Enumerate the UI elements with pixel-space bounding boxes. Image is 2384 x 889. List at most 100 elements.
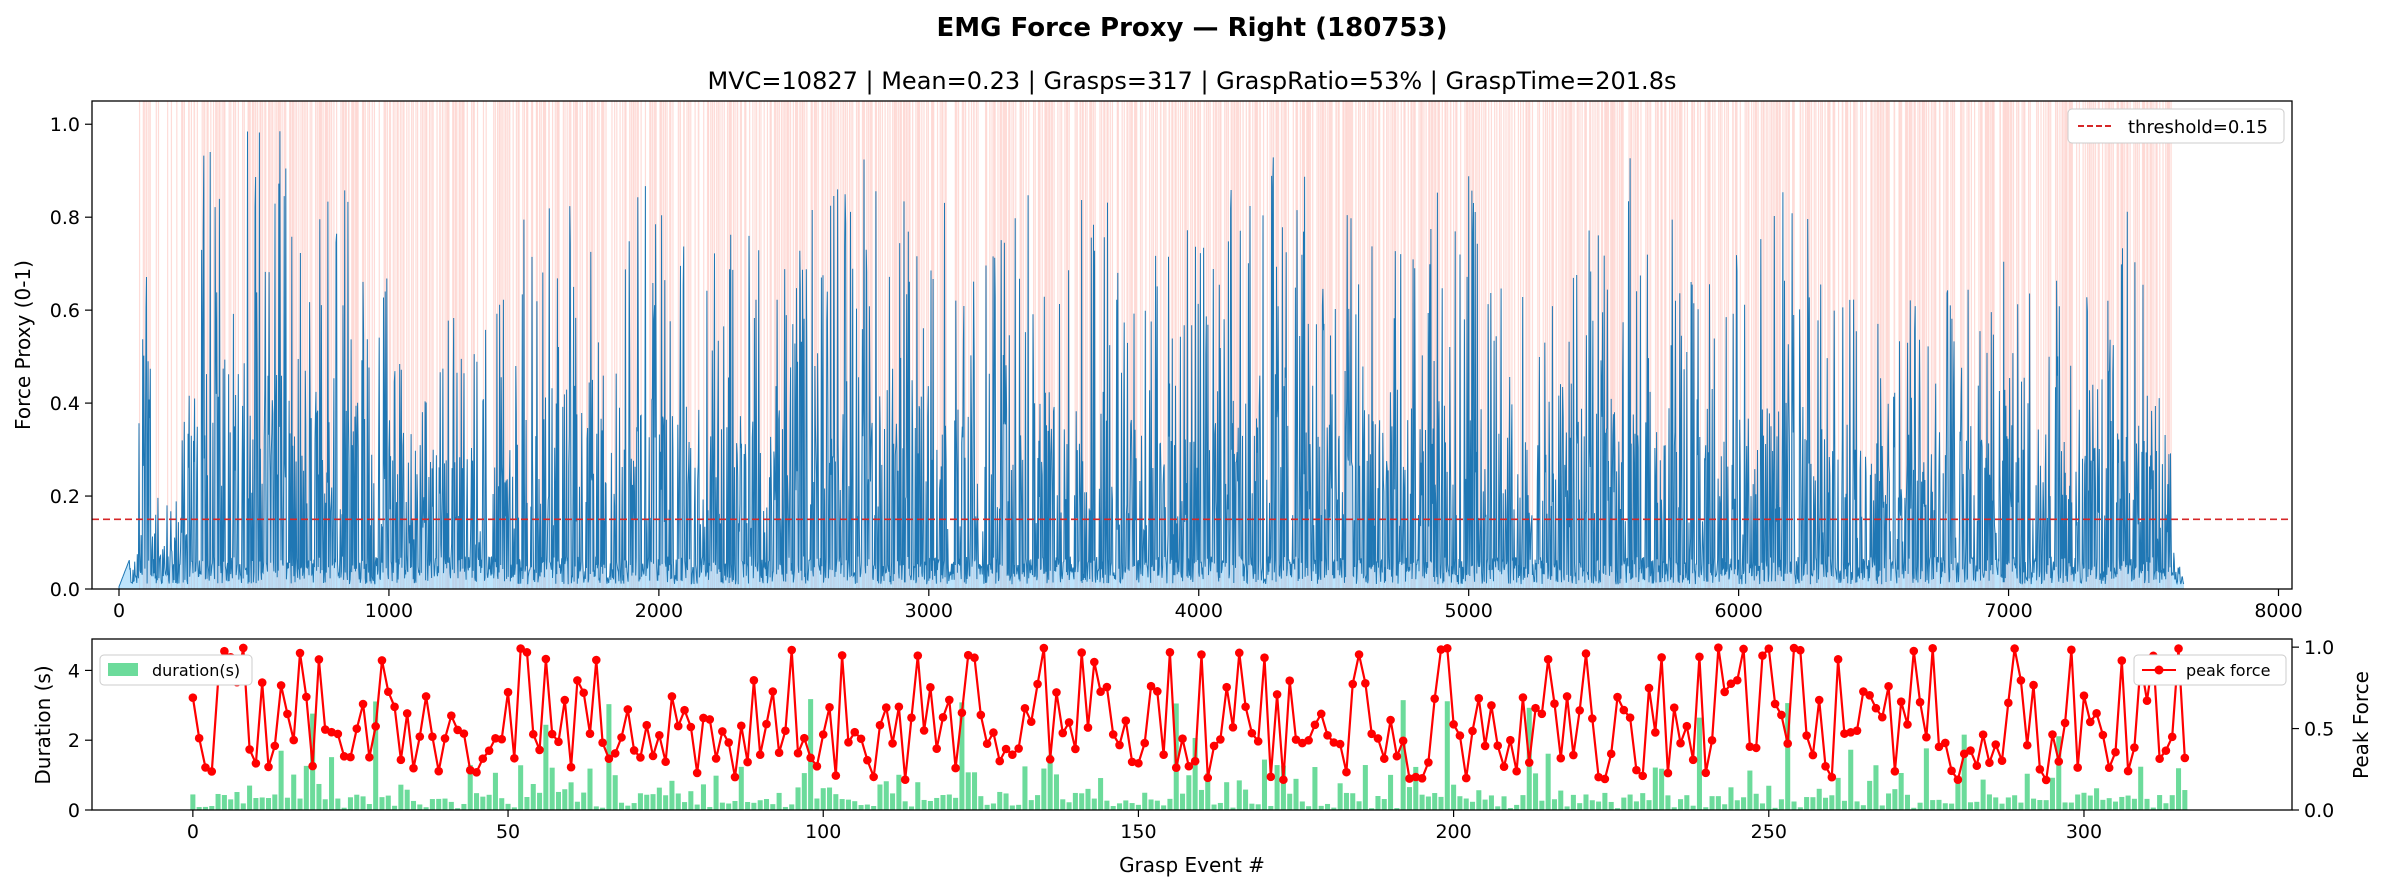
y2-tick-label: 1.0	[2304, 637, 2334, 659]
duration-bar	[997, 791, 1003, 810]
grasp-span	[1319, 101, 1321, 589]
grasp-span	[1022, 101, 1024, 589]
duration-bar	[1993, 797, 1999, 810]
grasp-span	[421, 101, 424, 589]
grasp-span	[399, 101, 401, 589]
grasp-span	[562, 101, 564, 589]
duration-bar	[240, 803, 246, 810]
grasp-span	[939, 101, 941, 589]
peak-force-point	[1348, 679, 1358, 689]
duration-bar	[1116, 803, 1123, 810]
grasp-span	[149, 101, 151, 589]
duration-bar	[1249, 803, 1255, 810]
grasp-span	[1420, 101, 1422, 589]
grasp-span	[1082, 101, 1084, 589]
duration-bar	[2012, 795, 2018, 810]
grasp-span	[2047, 101, 2049, 589]
grasp-span	[1152, 101, 1155, 589]
duration-bar	[1873, 765, 1879, 810]
duration-bar	[2037, 800, 2043, 810]
grasp-span	[2048, 101, 2050, 589]
duration-bar	[1759, 803, 1766, 810]
y2-tick-label: 0.0	[2304, 800, 2334, 822]
grasp-span	[1654, 101, 1657, 589]
grasp-span	[1526, 101, 1528, 589]
duration-bar	[2062, 802, 2068, 810]
peak-force-point	[1884, 681, 1893, 691]
grasp-span	[575, 101, 577, 589]
grasp-span	[2117, 101, 2120, 589]
grasp-span	[2061, 101, 2063, 589]
duration-bar	[1665, 795, 1671, 810]
peak-force-legend: peak force	[2133, 654, 2287, 686]
force-axes-frame	[91, 100, 2293, 590]
duration-bar	[669, 780, 675, 810]
peak-force-point	[1474, 693, 1484, 703]
peak-force-point	[1865, 690, 1874, 700]
duration-bar	[1627, 794, 1633, 810]
duration-bar	[347, 797, 353, 810]
grasp-span	[1335, 101, 1337, 589]
grasp-span	[1846, 101, 1848, 589]
duration-bar	[1879, 805, 1885, 810]
duration-bar	[631, 803, 637, 810]
duration-bar	[2075, 794, 2081, 810]
grasp-span	[1252, 101, 1254, 589]
duration-bar	[1463, 798, 1469, 810]
duration-bar	[902, 801, 908, 810]
grasp-span	[1373, 101, 1375, 589]
duration-bar	[196, 807, 202, 810]
duration-bar	[1860, 805, 1866, 810]
duration-bar	[2138, 766, 2144, 810]
duration-bar	[1022, 766, 1028, 810]
duration-bar	[202, 806, 208, 810]
duration-bar	[782, 806, 788, 810]
peak-force-point	[1159, 750, 1168, 759]
x-tick-label: 250	[1751, 821, 1787, 843]
duration-bar	[1545, 753, 1551, 810]
peak-force-point	[2079, 691, 2089, 700]
grasp-span	[1879, 101, 1881, 589]
grasp-span	[662, 101, 665, 589]
grasp-span	[1930, 101, 1933, 589]
duration-bar	[1614, 808, 1621, 810]
peak-force-point	[1367, 729, 1376, 739]
grasp-span	[305, 101, 307, 589]
grasp-span	[1445, 101, 1447, 589]
duration-bar	[745, 801, 751, 810]
duration-bar	[2024, 773, 2030, 810]
peak-force-point	[1777, 710, 1786, 720]
grasp-span	[2149, 101, 2151, 589]
duration-bar	[1312, 767, 1318, 810]
duration-bar	[398, 784, 404, 810]
grasp-span	[989, 101, 991, 589]
grasp-span	[294, 101, 296, 589]
duration-bar	[1854, 801, 1860, 810]
duration-bar	[612, 775, 618, 810]
grasp-span	[1999, 101, 2002, 589]
peak-force-point	[2054, 757, 2064, 766]
peak-force-point	[409, 763, 418, 773]
peak-force-point	[383, 687, 393, 697]
grasp-span	[1668, 101, 1671, 589]
grasp-span	[388, 101, 392, 589]
grasp-span	[2144, 101, 2146, 589]
peak-force-point	[1896, 697, 1906, 706]
grasp-span	[472, 101, 474, 589]
grasp-span	[1086, 101, 1088, 589]
grasp-span	[622, 101, 624, 589]
duration-bar	[1558, 790, 1564, 810]
duration-bar	[2005, 797, 2011, 810]
figure-suptitle: EMG Force Proxy — Right (180753)	[937, 13, 1448, 43]
grasp-span	[243, 101, 245, 589]
grasp-span	[2028, 101, 2030, 589]
duration-bar	[410, 800, 417, 810]
grasp-span	[1234, 101, 1236, 589]
grasp-span	[1877, 101, 1880, 589]
grasp-span	[306, 101, 309, 589]
duration-bar	[1967, 802, 1974, 810]
duration-bar	[751, 802, 757, 810]
duration-bar	[1091, 798, 1097, 810]
duration-bar	[990, 803, 996, 810]
grasp-span	[726, 101, 729, 589]
